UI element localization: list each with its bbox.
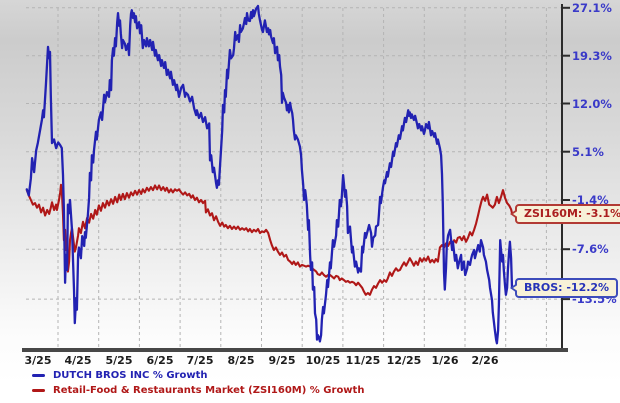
x-axis-tick-label: 6/25: [146, 354, 174, 367]
y-axis-tick-label: 27.1%: [572, 1, 612, 15]
bros-callout-text: BROS: -12.2%: [524, 281, 610, 294]
bros-value-callout: BROS: -12.2%: [509, 278, 619, 298]
y-axis-tick-label: 19.3%: [572, 49, 612, 63]
legend-label-dutch-bros: DUTCH BROS INC % Growth: [53, 370, 208, 381]
x-axis-tick-label: 8/25: [227, 354, 255, 367]
legend-label-retail-market: Retail-Food & Restaurants Market (ZSI160…: [53, 385, 365, 396]
x-axis-tick-label: 7/25: [186, 354, 214, 367]
legend-dash-red-icon: [32, 389, 45, 392]
zsi160m-value-callout: ZSI160M: -3.1%: [509, 204, 620, 224]
y-axis-tick-label: 5.1%: [572, 145, 604, 159]
x-axis-tick-label: 11/25: [345, 354, 381, 367]
y-axis-tick-label: -7.6%: [572, 242, 609, 256]
y-axis-tick-label: -1.4%: [572, 193, 609, 207]
y-axis-tick-label: 12.0%: [572, 97, 612, 111]
x-axis-line: [22, 348, 568, 352]
legend-dash-blue-icon: [32, 374, 45, 377]
legend-item-retail-market: Retail-Food & Restaurants Market (ZSI160…: [32, 383, 364, 398]
x-axis-tick-label: 4/25: [64, 354, 92, 367]
x-axis-tick-label: 3/25: [24, 354, 52, 367]
zsi160m-callout-text: ZSI160M: -3.1%: [524, 207, 620, 220]
chart-legend: DUTCH BROS INC % Growth Retail-Food & Re…: [32, 368, 364, 398]
x-axis-tick-label: 9/25: [268, 354, 296, 367]
zsi160m-series-line: [25, 183, 514, 296]
legend-item-dutch-bros: DUTCH BROS INC % Growth: [32, 368, 364, 383]
x-axis-tick-label: 2/26: [471, 354, 499, 367]
x-axis-tick-label: 1/26: [431, 354, 459, 367]
x-axis-tick-label: 12/25: [386, 354, 422, 367]
x-axis-tick-label: 10/25: [305, 354, 341, 367]
bros-series-line: [25, 4, 514, 345]
x-axis-tick-label: 5/25: [105, 354, 133, 367]
